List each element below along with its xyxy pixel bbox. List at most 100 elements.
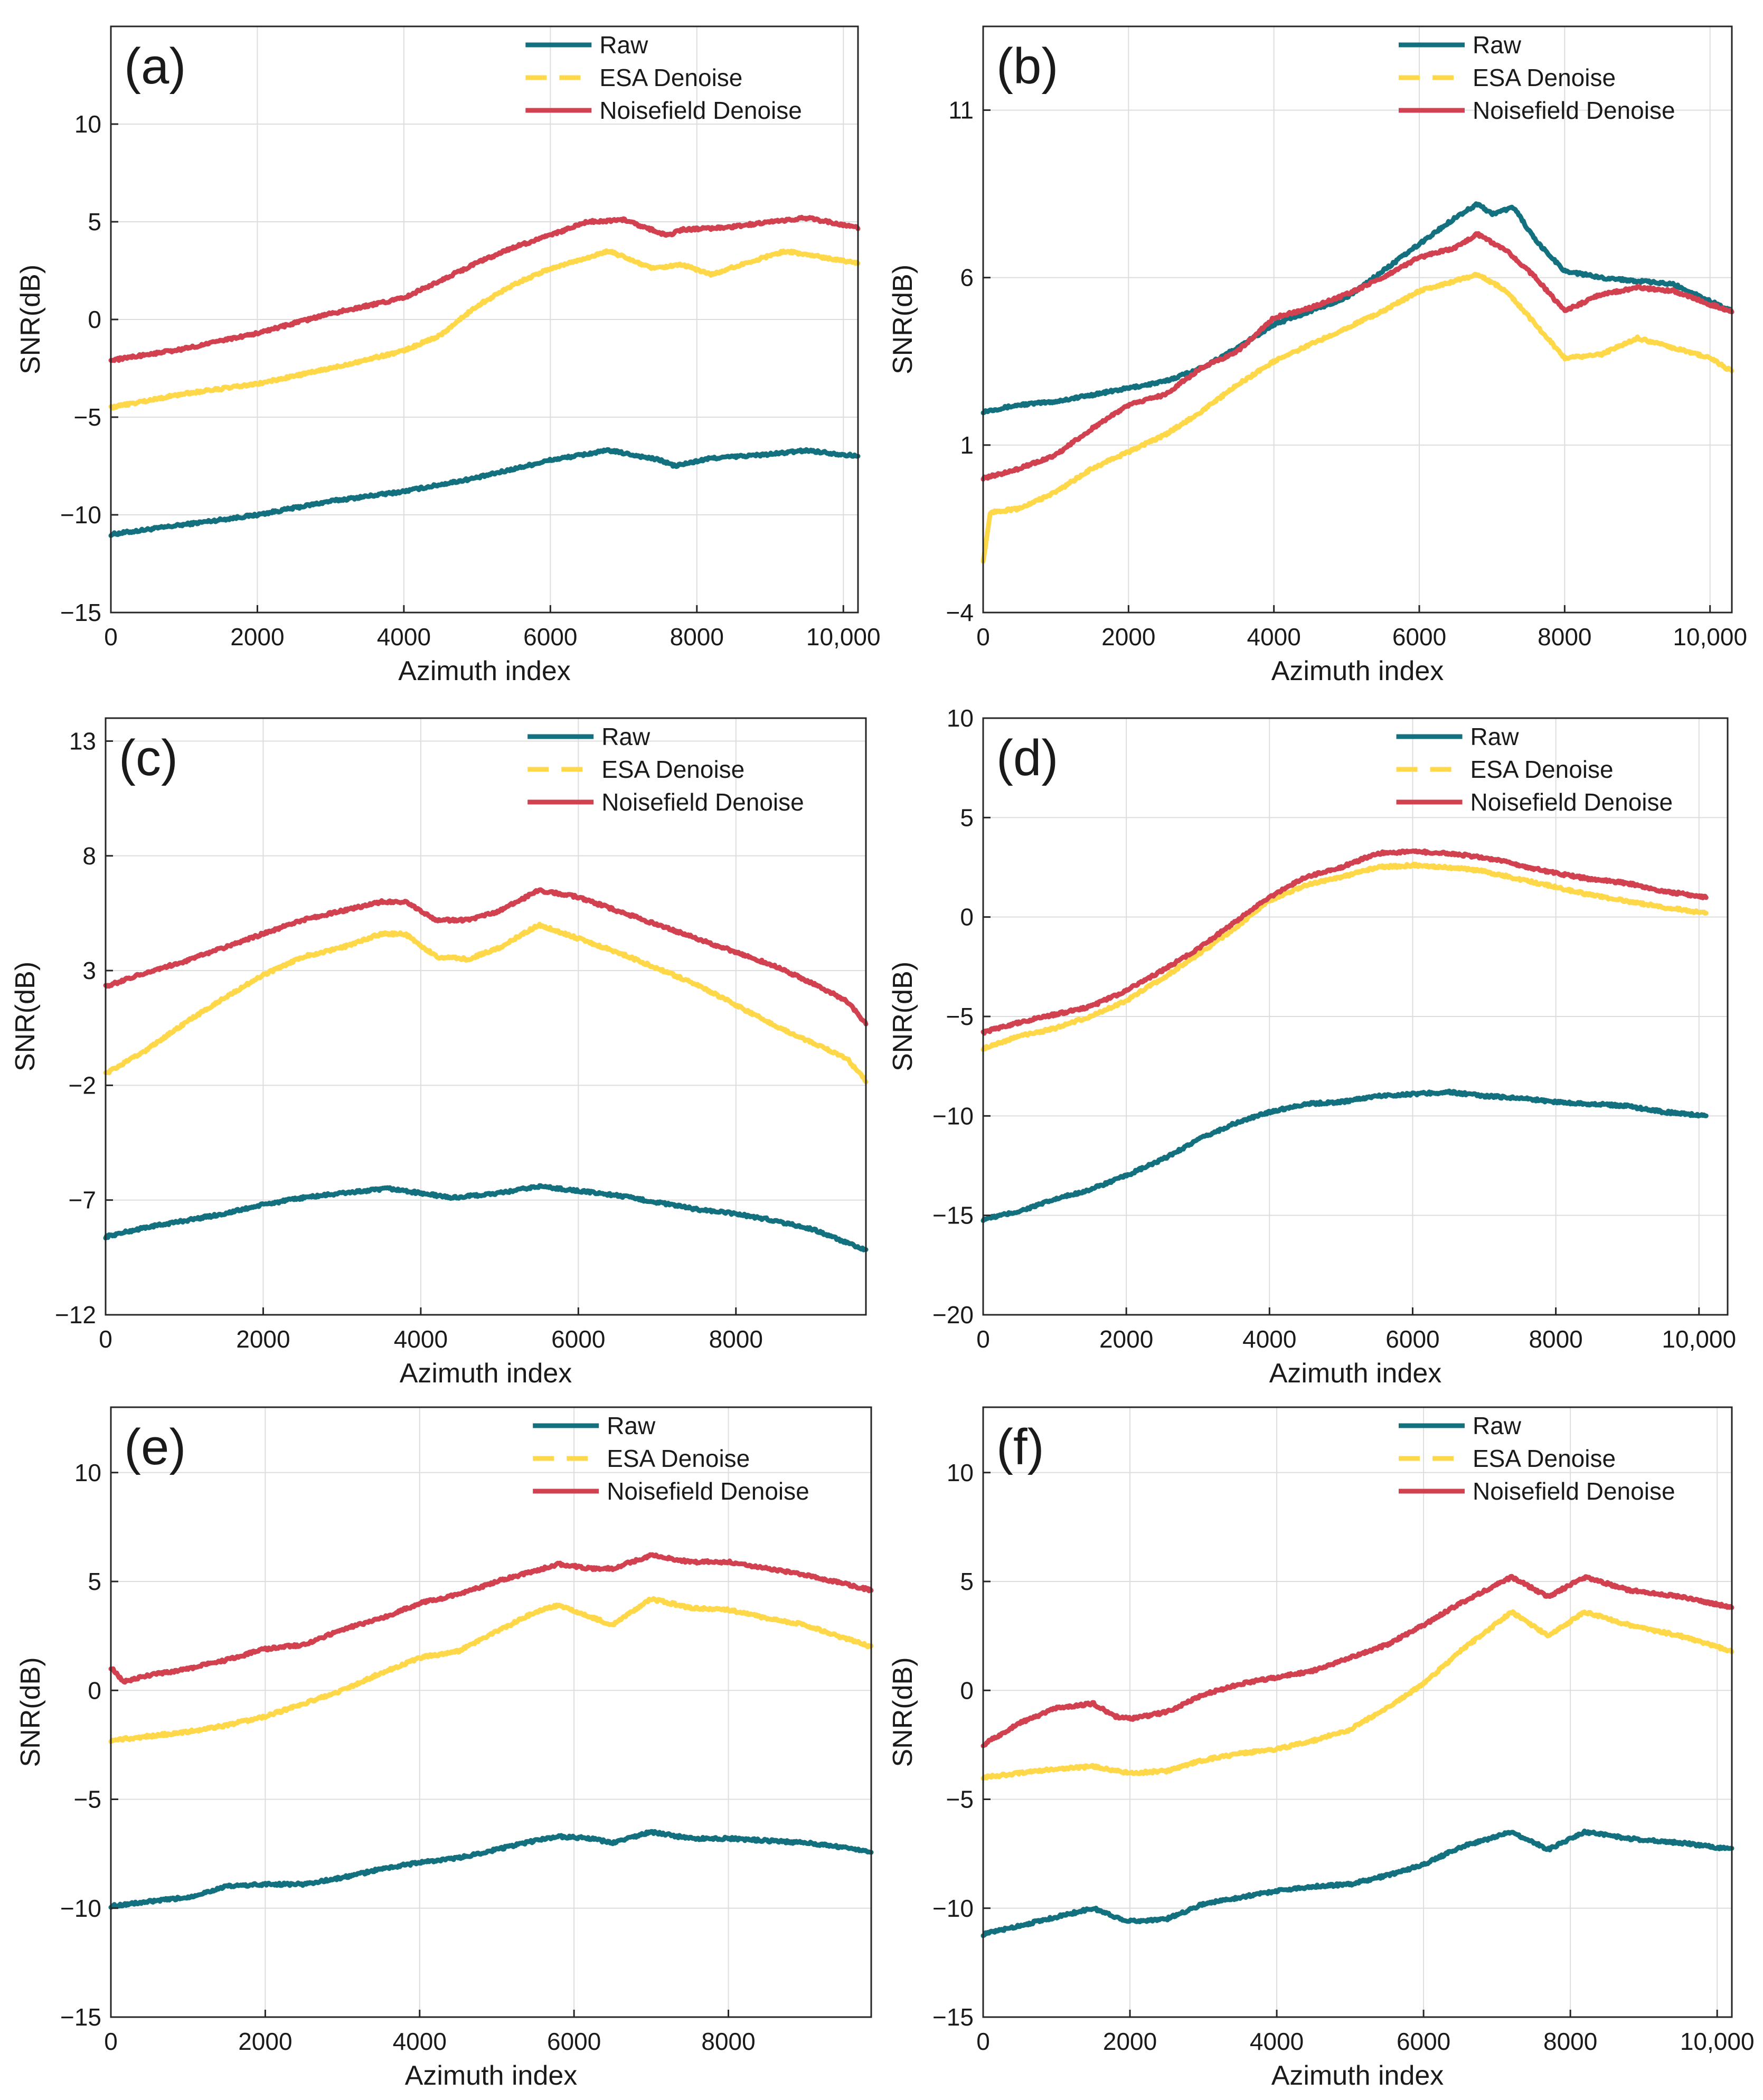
x-tick-label: 4000	[377, 623, 431, 651]
x-tick-label: 0	[976, 1325, 990, 1353]
series-line-esa-denoise	[981, 271, 1734, 564]
panel-label: (a)	[124, 38, 186, 95]
panel-label: (e)	[124, 1419, 186, 1475]
series-line-esa-denoise	[103, 921, 869, 1085]
y-tick-label: −5	[946, 1786, 974, 1813]
y-tick-label: 5	[960, 804, 974, 831]
y-tick-label: 10	[947, 704, 974, 732]
x-tick-label: 10,000	[1662, 1325, 1736, 1353]
y-tick-label: 0	[88, 1677, 101, 1704]
series-line-esa-denoise	[108, 1596, 874, 1744]
y-axis-label: SNR(dB)	[888, 1657, 918, 1767]
series-line-esa-denoise	[981, 861, 1709, 1052]
x-tick-label: 10,000	[1673, 623, 1747, 651]
y-axis-label: SNR(dB)	[888, 962, 918, 1071]
panel-e: 0 2000 4000 6000 8000 −15 −10 −5 0 5 10 Azimuth ind…	[15, 1406, 874, 2091]
panel-d: 0 2000 4000 6000 8000 10,000 −20 −15 −10 −5 0 5 10 Az…	[888, 704, 1736, 1389]
legend: Raw ESA Denoise Noisefield Denoise	[525, 31, 802, 124]
y-tick-label: 13	[69, 727, 96, 755]
y-tick-label: 3	[82, 957, 96, 984]
axes-frame	[105, 717, 867, 1316]
x-tick-label: 6000	[547, 2028, 601, 2055]
x-tick-label: 0	[104, 623, 118, 651]
y-tick-label: 8	[82, 842, 96, 870]
x-tick-label: 4000	[393, 2028, 447, 2055]
legend-label-esa-denoise: ESA Denoise	[1473, 1445, 1616, 1472]
x-axis-label: Azimuth index	[1271, 2060, 1444, 2091]
legend-label-esa-denoise: ESA Denoise	[1470, 756, 1614, 783]
series-line-raw	[981, 1088, 1709, 1223]
y-tick-label: −20	[932, 1301, 974, 1329]
legend-label-esa-denoise: ESA Denoise	[607, 1445, 750, 1472]
y-tick-label: −10	[60, 501, 101, 529]
panel-f: 0 2000 4000 6000 8000 10,000 −15 −10 −5 0 5 10 Azimu…	[888, 1406, 1755, 2091]
y-tick-label: −15	[932, 1202, 974, 1229]
y-tick-label: −15	[932, 2003, 974, 2031]
y-tick-label: 10	[74, 1459, 101, 1486]
x-tick-label: 2000	[1099, 1325, 1153, 1353]
panel-label: (c)	[119, 730, 178, 786]
legend-label-noisefield-denoise: Noisefield Denoise	[607, 1477, 809, 1505]
y-tick-label: −2	[69, 1071, 96, 1099]
x-tick-label: 6000	[551, 1325, 605, 1353]
series-line-noisefield-denoise	[981, 848, 1709, 1036]
legend-label-noisefield-denoise: Noisefield Denoise	[1470, 788, 1673, 816]
legend-label-raw: Raw	[1473, 31, 1522, 59]
x-tick-label: 4000	[394, 1325, 448, 1353]
x-tick-label: 0	[99, 1325, 112, 1353]
y-tick-label: 5	[88, 1568, 101, 1595]
x-tick-label: 6000	[1392, 623, 1446, 651]
x-tick-label: 2000	[1103, 2028, 1157, 2055]
y-axis-label: SNR(dB)	[888, 265, 918, 374]
legend: Raw ESA Denoise Noisefield Denoise	[1396, 723, 1673, 816]
legend: Raw ESA Denoise Noisefield Denoise	[527, 723, 804, 816]
x-tick-label: 4000	[1247, 623, 1301, 651]
legend-label-raw: Raw	[1473, 1412, 1522, 1439]
x-axis-label: Azimuth index	[405, 2060, 578, 2091]
y-tick-label: −10	[932, 1895, 974, 1922]
y-tick-label: 0	[88, 306, 101, 333]
legend-label-esa-denoise: ESA Denoise	[601, 756, 744, 783]
panel-b: 0 2000 4000 6000 8000 10,000 −4 1 6 11 Azimuth ind…	[888, 25, 1747, 686]
x-tick-label: 8000	[670, 623, 724, 651]
panel-c: 0 2000 4000 6000 8000 −12 −7 −2 3 8 13 Azimuth inde…	[10, 717, 869, 1389]
y-tick-label: 5	[88, 208, 101, 236]
legend-label-raw: Raw	[1470, 723, 1520, 750]
legend-label-esa-denoise: ESA Denoise	[599, 64, 742, 91]
y-tick-label: −15	[60, 599, 101, 626]
panel-label: (d)	[996, 730, 1058, 786]
x-tick-label: 2000	[238, 2028, 292, 2055]
y-tick-label: −5	[74, 1786, 101, 1813]
x-axis-label: Azimuth index	[1271, 656, 1444, 686]
series-line-noisefield-denoise	[108, 1552, 874, 1685]
y-tick-label: 11	[948, 97, 974, 124]
y-tick-label: −5	[74, 403, 101, 431]
y-tick-label: −7	[69, 1186, 96, 1214]
x-axis-label: Azimuth index	[398, 656, 571, 686]
x-tick-label: 6000	[1385, 1325, 1439, 1353]
series-line-raw	[108, 1829, 874, 1910]
x-tick-label: 8000	[709, 1325, 763, 1353]
x-tick-label: 4000	[1242, 1325, 1296, 1353]
y-axis-label: SNR(dB)	[15, 265, 46, 374]
legend: Raw ESA Denoise Noisefield Denoise	[533, 1412, 809, 1505]
x-tick-label: 0	[976, 623, 990, 651]
legend-label-noisefield-denoise: Noisefield Denoise	[601, 788, 804, 816]
x-tick-label: 2000	[236, 1325, 290, 1353]
x-tick-label: 10,000	[806, 623, 881, 651]
y-tick-label: 0	[960, 903, 974, 931]
x-tick-label: 0	[104, 2028, 118, 2055]
y-tick-label: −5	[946, 1003, 974, 1030]
legend-label-esa-denoise: ESA Denoise	[1473, 64, 1616, 91]
x-tick-label: 10,000	[1680, 2028, 1755, 2055]
axes-frame	[982, 1406, 1733, 2018]
series-line-noisefield-denoise	[981, 1574, 1734, 1748]
x-tick-label: 8000	[1543, 2028, 1597, 2055]
legend-label-raw: Raw	[607, 1412, 656, 1439]
y-tick-label: −4	[946, 599, 974, 626]
axes-frame	[110, 1406, 872, 2018]
x-tick-label: 8000	[1538, 623, 1591, 651]
x-tick-label: 0	[976, 2028, 990, 2055]
